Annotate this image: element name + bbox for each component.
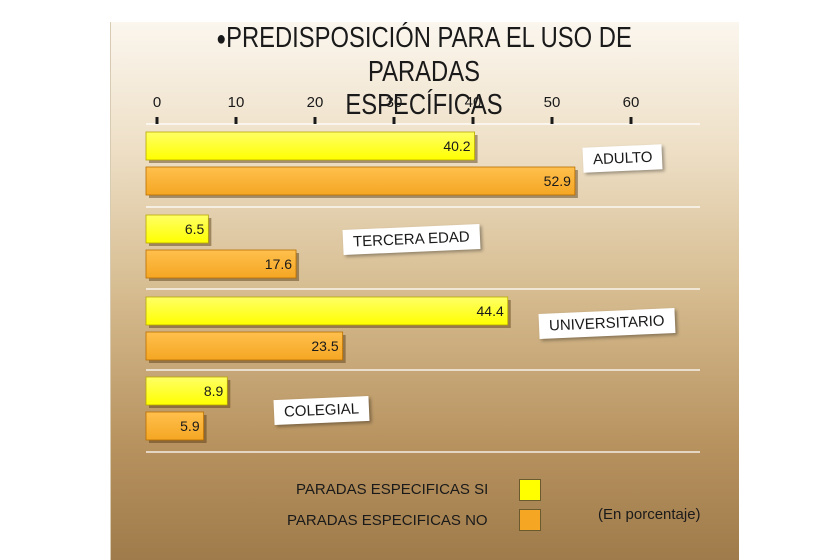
tick-mark	[392, 117, 396, 124]
bar-no-tercera-edad	[145, 249, 297, 279]
title-line-2: ESPECÍFICAS	[345, 88, 503, 121]
value-label: 6.5	[185, 221, 205, 237]
value-label: 23.5	[311, 338, 338, 354]
category-label: COLEGIAL	[273, 395, 370, 426]
legend-swatch-no	[519, 509, 541, 531]
value-label: 44.4	[477, 303, 504, 319]
unit-note: (En porcentaje)	[598, 506, 701, 523]
value-label: 40.2	[443, 138, 470, 154]
tick-mark	[550, 117, 554, 124]
title-bullet: ●	[216, 27, 227, 50]
bar-si-universitario	[145, 296, 509, 326]
category-label: ADULTO	[582, 144, 663, 173]
legend-label-no: PARADAS ESPECIFICAS NO	[287, 512, 488, 529]
value-label: 52.9	[544, 173, 571, 189]
bar-si-colegial	[145, 376, 228, 406]
chart-title: ●PREDISPOSICIÓN PARA EL USO DE PARADAS E…	[167, 22, 682, 122]
tick-label: 50	[544, 94, 561, 111]
title-line-1: PREDISPOSICIÓN PARA EL USO DE PARADAS	[226, 22, 632, 88]
tick-label: 0	[153, 94, 161, 111]
tick-mark	[155, 117, 159, 124]
tick-label: 60	[623, 94, 640, 111]
chart-background	[110, 22, 739, 560]
bar-no-colegial	[145, 411, 205, 441]
bar-si-tercera-edad	[145, 214, 209, 244]
value-label: 8.9	[204, 383, 224, 399]
tick-mark	[234, 117, 238, 124]
tick-mark	[313, 117, 317, 124]
bar-si-adulto	[145, 131, 475, 161]
tick-label: 10	[228, 94, 245, 111]
value-label: 5.9	[180, 418, 200, 434]
tick-label: 30	[386, 94, 403, 111]
legend-swatch-si	[519, 479, 541, 501]
tick-mark	[629, 117, 633, 124]
value-label: 17.6	[265, 256, 292, 272]
bar-no-universitario	[145, 331, 344, 361]
tick-label: 40	[465, 94, 482, 111]
tick-mark	[471, 117, 475, 124]
bar-no-adulto	[145, 166, 576, 196]
tick-label: 20	[307, 94, 324, 111]
legend-label-si: PARADAS ESPECIFICAS SI	[296, 481, 489, 498]
